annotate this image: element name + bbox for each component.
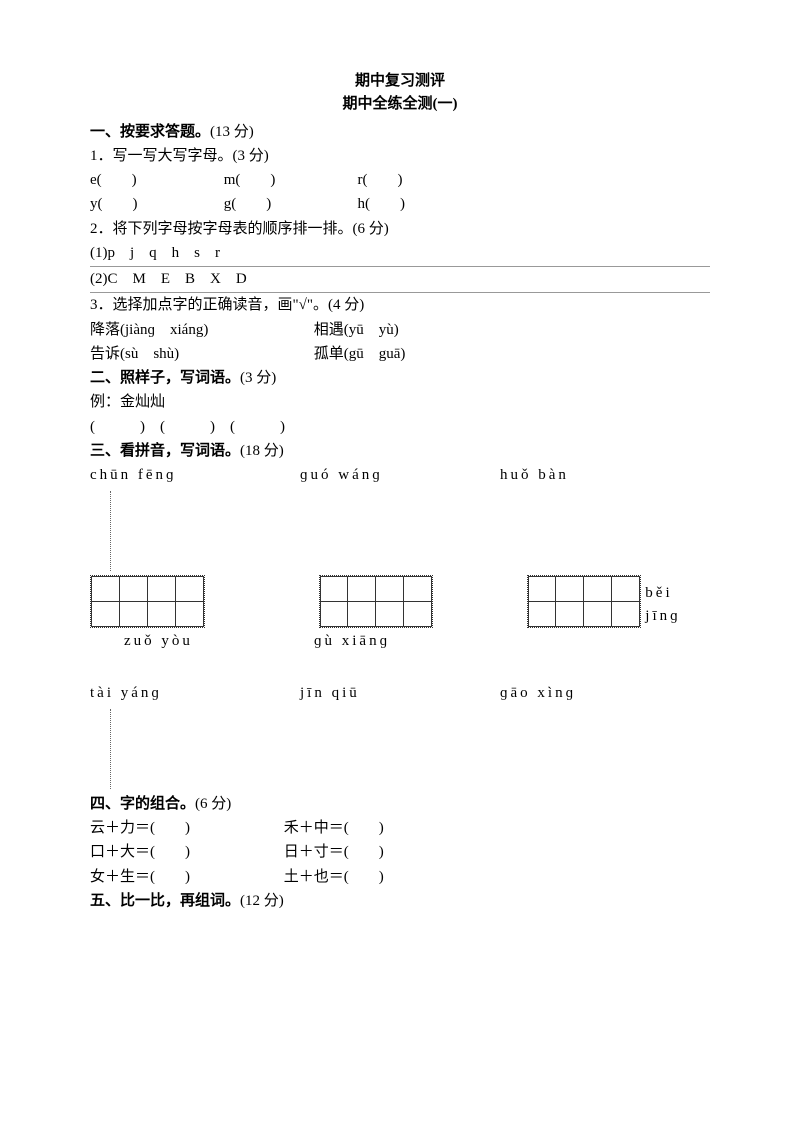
pinyin-1b: ɡuó wánɡ bbox=[300, 464, 500, 487]
q1-r1-c: r( ) bbox=[358, 169, 403, 192]
combo-row-3: 女＋生＝( ) 土＋也＝( ) bbox=[90, 866, 710, 889]
s2-example: 例：金灿灿 bbox=[90, 391, 710, 414]
section-4-heading-line: 四、字的组合。(6 分) bbox=[90, 793, 710, 816]
title-main: 期中复习测评 bbox=[90, 70, 710, 93]
combo-1a: 云＋力＝( ) bbox=[90, 817, 280, 840]
pinyin-row-1: chūn fēnɡ ɡuó wánɡ huǒ bàn bbox=[90, 464, 710, 487]
answer-line-2 bbox=[90, 292, 710, 293]
combo-2a: 口＋大＝( ) bbox=[90, 841, 280, 864]
answer-line-1 bbox=[90, 266, 710, 267]
q1-row2: y( ) g( ) h( ) bbox=[90, 193, 710, 216]
combo-row-1: 云＋力＝( ) 禾＋中＝( ) bbox=[90, 817, 710, 840]
pinyin-row-3: tài yánɡ jīn qiū ɡāo xìnɡ bbox=[90, 682, 710, 705]
q1-r2-c: h( ) bbox=[358, 193, 406, 216]
grid-box-2 bbox=[319, 575, 434, 628]
q2-item1: (1)p j q h s r bbox=[90, 242, 710, 265]
q1-r2-b: g( ) bbox=[224, 193, 354, 216]
section-2-points: (3 分) bbox=[240, 370, 276, 386]
q3-r2-b: 孤单(gū guā) bbox=[314, 346, 406, 362]
section-2-heading-line: 二、照样子，写词语。(3 分) bbox=[90, 367, 710, 390]
q1-label: 1．写一写大写字母。(3 分) bbox=[90, 145, 710, 168]
combo-2b: 日＋寸＝( ) bbox=[284, 841, 474, 864]
pinyin-1a: chūn fēnɡ bbox=[90, 464, 300, 487]
section-5-heading: 五、比一比，再组词。 bbox=[90, 893, 240, 909]
q3-r1-a: 降落(jiànɡ xiáng) bbox=[90, 319, 310, 342]
pinyin-2a: zuǒ yòu bbox=[124, 630, 314, 653]
section-1-heading-line: 一、按要求答题。(13 分) bbox=[90, 121, 710, 144]
section-3-heading: 三、看拼音，写词语。 bbox=[90, 443, 240, 459]
grid-box-3 bbox=[527, 575, 642, 628]
q2-label: 2．将下列字母按字母表的顺序排一排。(6 分) bbox=[90, 218, 710, 241]
combo-1b: 禾＋中＝( ) bbox=[284, 817, 474, 840]
q1-r2-a: y( ) bbox=[90, 193, 220, 216]
q2-item2: (2)C M E B X D bbox=[90, 268, 710, 291]
q1-row1: e( ) m( ) r( ) bbox=[90, 169, 710, 192]
q3-label: 3．选择加点字的正确读音，画"√"。(4 分) bbox=[90, 294, 710, 317]
vertical-bracket-2 bbox=[110, 709, 710, 789]
q3-r1-b: 相遇(yū yù) bbox=[314, 322, 399, 338]
q1-r1-b: m( ) bbox=[224, 169, 354, 192]
combo-row-2: 口＋大＝( ) 日＋寸＝( ) bbox=[90, 841, 710, 864]
q3-r2-a: 告诉(sù shù) bbox=[90, 343, 310, 366]
section-4-points: (6 分) bbox=[195, 796, 231, 812]
combo-3a: 女＋生＝( ) bbox=[90, 866, 280, 889]
section-3-heading-line: 三、看拼音，写词语。(18 分) bbox=[90, 440, 710, 463]
q3-row1: 降落(jiànɡ xiáng) 相遇(yū yù) bbox=[90, 319, 710, 342]
pinyin-3c: ɡāo xìnɡ bbox=[500, 682, 680, 705]
grid-row-1: běi jīnɡ bbox=[90, 575, 710, 628]
pinyin-beijing: běi jīnɡ bbox=[645, 582, 710, 629]
pinyin-3a: tài yánɡ bbox=[90, 682, 300, 705]
section-5-points: (12 分) bbox=[240, 893, 284, 909]
combo-3b: 土＋也＝( ) bbox=[284, 866, 474, 889]
section-2-heading: 二、照样子，写词语。 bbox=[90, 370, 240, 386]
pinyin-row-2: zuǒ yòu ɡù xiānɡ bbox=[90, 630, 710, 653]
q3-row2: 告诉(sù shù) 孤单(gū guā) bbox=[90, 343, 710, 366]
pinyin-1c: huǒ bàn bbox=[500, 464, 680, 487]
section-3-points: (18 分) bbox=[240, 443, 284, 459]
vertical-bracket-1 bbox=[110, 491, 710, 571]
grid-box-1 bbox=[90, 575, 205, 628]
title-sub: 期中全练全测(一) bbox=[90, 93, 710, 116]
section-4-heading: 四、字的组合。 bbox=[90, 796, 195, 812]
section-1-points: (13 分) bbox=[210, 124, 254, 140]
pinyin-3b: jīn qiū bbox=[300, 682, 500, 705]
pinyin-2b: ɡù xiānɡ bbox=[314, 630, 390, 653]
section-1-heading: 一、按要求答题。 bbox=[90, 124, 210, 140]
s2-blanks: ( ) ( ) ( ) bbox=[90, 416, 710, 439]
section-5-heading-line: 五、比一比，再组词。(12 分) bbox=[90, 890, 710, 913]
q1-r1-a: e( ) bbox=[90, 169, 220, 192]
